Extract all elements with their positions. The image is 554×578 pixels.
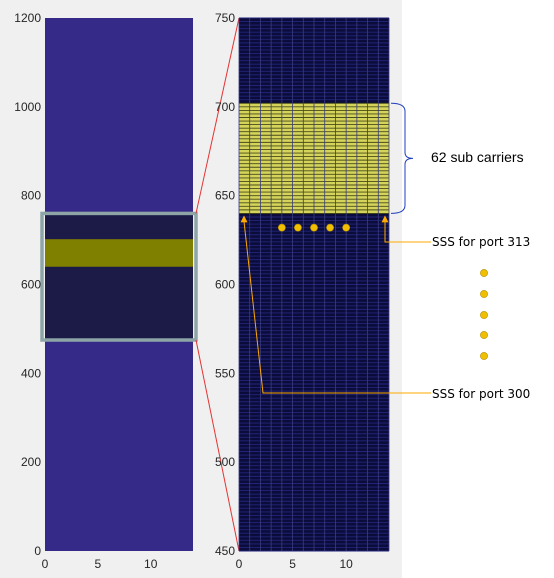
left-region-dark bbox=[45, 213, 193, 341]
arrow-313-line bbox=[384, 221, 431, 243]
zoom-box bbox=[40, 211, 198, 342]
arrow-313-head bbox=[381, 215, 389, 223]
right-y-tick-label: 600 bbox=[215, 278, 235, 292]
left-x-tick-label: 5 bbox=[95, 557, 102, 571]
vertical-continuation-dots bbox=[480, 269, 488, 360]
left-y-tick-label: 0 bbox=[34, 544, 41, 558]
sss-300-label: SSS for port 300 bbox=[432, 387, 530, 401]
left-y-tick-label: 800 bbox=[21, 189, 41, 203]
left-heatmap bbox=[45, 18, 193, 551]
right-heatmap-grid bbox=[238, 17, 390, 552]
zoom-line-top bbox=[195, 17, 240, 214]
row-dot bbox=[310, 223, 318, 232]
arrow-sss-313 bbox=[381, 215, 431, 243]
row-dot bbox=[326, 223, 334, 232]
left-x-tick-labels: 0 5 10 bbox=[42, 557, 158, 571]
annotations: 62 sub carriers SSS for port 313 SSS for… bbox=[240, 102, 530, 401]
right-axes: 450 500 550 600 650 700 750 0 5 10 bbox=[215, 11, 390, 571]
brace-label: 62 sub carriers bbox=[431, 149, 524, 165]
continuation-dot bbox=[480, 269, 488, 277]
right-y-tick-label: 700 bbox=[215, 100, 235, 114]
right-x-tick-labels: 0 5 10 bbox=[236, 557, 353, 571]
left-y-tick-label: 1000 bbox=[14, 100, 41, 114]
continuation-dot bbox=[480, 331, 488, 339]
left-x-tick-label: 0 bbox=[42, 557, 49, 571]
right-x-tick-label: 10 bbox=[339, 557, 353, 571]
arrow-sss-300 bbox=[240, 215, 431, 394]
grid-column-lines bbox=[238, 18, 390, 551]
continuation-dot bbox=[480, 352, 488, 360]
zoom-connector-lines bbox=[195, 17, 240, 552]
zoom-line-bottom bbox=[195, 339, 240, 552]
row-continuation-dots bbox=[277, 223, 351, 232]
left-region-band bbox=[45, 239, 193, 267]
arrow-300-line bbox=[243, 221, 431, 394]
left-y-tick-labels: 0 200 400 600 800 1000 1200 bbox=[14, 11, 41, 558]
left-y-tick-label: 200 bbox=[21, 455, 41, 469]
sss-313-label: SSS for port 313 bbox=[432, 235, 530, 249]
right-x-tick-label: 0 bbox=[236, 557, 243, 571]
row-dot bbox=[277, 223, 286, 232]
right-y-tick-label: 650 bbox=[215, 189, 235, 203]
left-y-tick-label: 600 bbox=[21, 278, 41, 292]
right-y-tick-label: 500 bbox=[215, 455, 235, 469]
left-y-tick-label: 1200 bbox=[14, 11, 41, 25]
left-y-tick-label: 400 bbox=[21, 366, 41, 380]
arrow-300-head bbox=[240, 215, 248, 223]
left-x-tick-label: 10 bbox=[144, 557, 158, 571]
right-y-tick-labels: 450 500 550 600 650 700 750 bbox=[215, 11, 235, 558]
right-y-tick-label: 750 bbox=[215, 11, 235, 25]
left-axes: 0 200 400 600 800 1000 1200 0 5 10 bbox=[14, 11, 198, 571]
row-dot bbox=[294, 223, 302, 232]
row-dot bbox=[342, 223, 351, 232]
continuation-dot bbox=[480, 311, 488, 319]
right-y-tick-label: 450 bbox=[215, 544, 235, 558]
right-y-tick-label: 550 bbox=[215, 366, 235, 380]
continuation-dot bbox=[480, 290, 488, 298]
sub-carrier-brace bbox=[390, 102, 414, 214]
right-x-tick-label: 5 bbox=[289, 557, 296, 571]
